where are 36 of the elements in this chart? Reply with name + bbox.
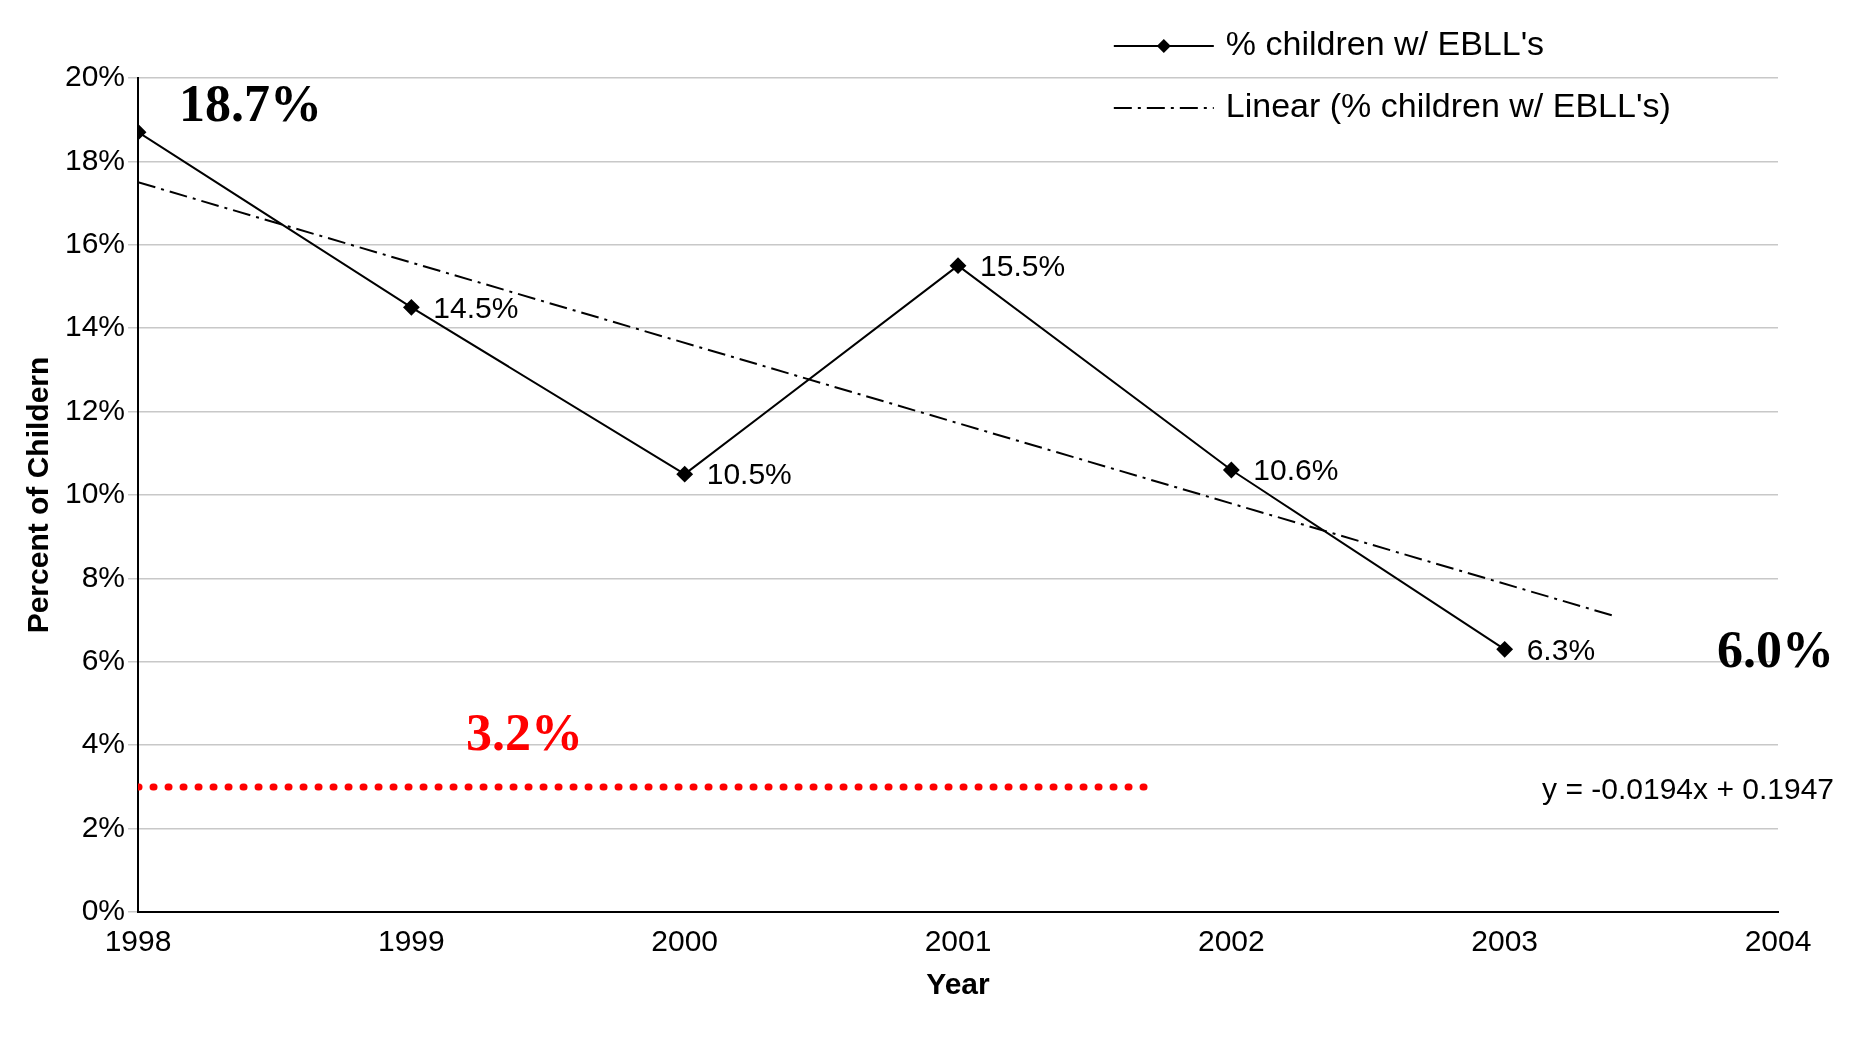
annotation: y = -0.0194x + 0.1947 — [1542, 772, 1834, 806]
y-tick-label: 20% — [65, 59, 126, 93]
annotation: 6.0% — [1717, 620, 1834, 678]
point — [403, 299, 420, 316]
y-tick-label: 18% — [65, 142, 126, 176]
x-tick-label: 1999 — [377, 924, 445, 958]
point — [676, 466, 693, 483]
y-tick-label: 14% — [65, 309, 126, 343]
y-tick-label: 4% — [81, 726, 126, 760]
y-tick-label: 10% — [65, 476, 126, 510]
x-tick-label: 2003 — [1471, 924, 1539, 958]
data-label: 10.6% — [1253, 453, 1339, 487]
point — [1496, 641, 1513, 658]
data-label: 10.5% — [706, 457, 792, 491]
point — [1223, 461, 1240, 478]
data-label: 6.3% — [1526, 632, 1596, 666]
x-axis-title: Year — [926, 967, 991, 1001]
data-label: 14.5% — [433, 290, 519, 324]
x-tick-label: 1998 — [104, 924, 172, 958]
legend-label: Linear (% children w/ EBLL's) — [1225, 86, 1671, 125]
y-tick-label: 2% — [81, 809, 126, 843]
annotation: 3.2% — [466, 704, 584, 762]
y-tick-label: 6% — [81, 643, 126, 677]
y-axis-title: Percent of Childern — [21, 356, 55, 634]
x-tick-label: 2002 — [1197, 924, 1265, 958]
annotation: 18.7% — [179, 74, 323, 132]
point — [950, 257, 967, 274]
legend-label: % children w/ EBLL's — [1225, 24, 1545, 63]
x-tick-label: 2004 — [1744, 924, 1812, 958]
y-tick-label: 0% — [81, 893, 126, 927]
y-tick-label: 8% — [81, 559, 126, 593]
data-label: 15.5% — [980, 248, 1066, 282]
y-tick-label: 12% — [65, 392, 126, 426]
x-tick-label: 2001 — [924, 924, 992, 958]
y-tick-label: 16% — [65, 226, 126, 260]
x-tick-label: 2000 — [651, 924, 719, 958]
